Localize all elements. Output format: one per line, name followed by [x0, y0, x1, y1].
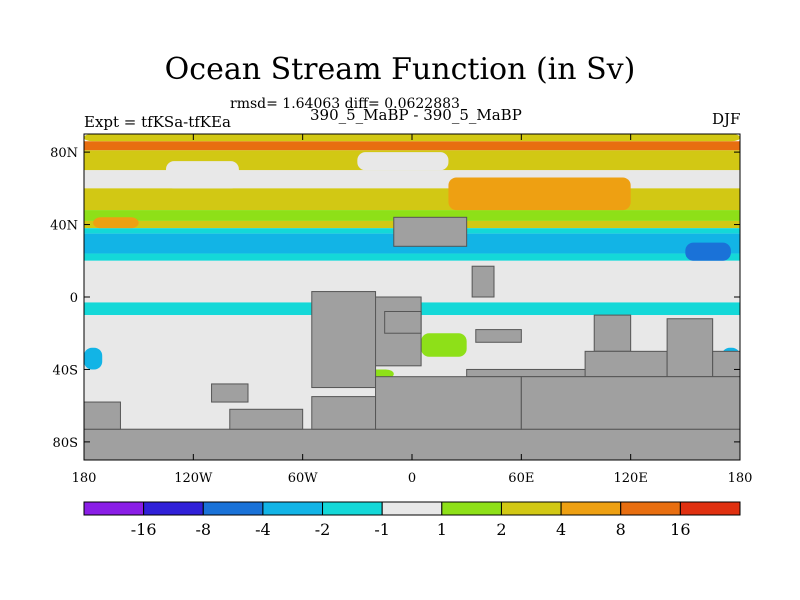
x-tick-label: 60W: [288, 471, 319, 486]
contour-band: [84, 141, 740, 151]
colorbar-swatch: [322, 501, 383, 516]
land-mask: [393, 216, 468, 247]
x-tick-label: 120E: [614, 471, 648, 486]
contour-patch: [93, 217, 139, 229]
colorbar-label: 8: [616, 520, 626, 539]
colorbar-swatch: [620, 501, 681, 516]
chart-title: Ocean Stream Function (in Sv): [164, 52, 636, 87]
contour-band: [84, 210, 740, 221]
colorbar-swatch: [560, 501, 622, 516]
chart-subtitle: 390_5_MaBP - 390_5_MaBP: [310, 106, 522, 124]
land-mask: [375, 376, 522, 430]
land-mask: [593, 314, 632, 352]
colorbar-label: -8: [195, 520, 211, 539]
colorbar-swatch: [202, 501, 264, 516]
colorbar-label: 1: [437, 520, 447, 539]
x-tick-label: 120W: [174, 471, 213, 486]
contour-band: [84, 253, 740, 261]
colorbar-label: 16: [670, 520, 690, 539]
x-tick-label: 60E: [508, 471, 534, 486]
colorbar-swatch: [500, 501, 562, 516]
x-tick-label: 180: [728, 471, 753, 486]
land-mask: [584, 350, 668, 378]
contour-band: [84, 188, 740, 211]
contour-patch: [357, 152, 449, 171]
contour-patch: [685, 242, 731, 261]
land-mask: [712, 350, 740, 378]
y-tick-label: 40N: [50, 219, 78, 234]
land-mask: [471, 265, 495, 298]
colorbar-label: -2: [315, 520, 331, 539]
land-mask: [466, 368, 604, 378]
plot-area: [84, 134, 740, 460]
colorbar-label: 2: [496, 520, 506, 539]
land-mask: [520, 376, 740, 430]
x-tick-label: 180: [72, 471, 97, 486]
season-label: DJF: [712, 110, 741, 128]
x-tick-label: 0: [408, 471, 416, 486]
contour-patch: [166, 161, 239, 189]
land-mask: [211, 383, 249, 403]
land-mask: [384, 310, 422, 334]
land-mask: [475, 329, 522, 343]
colorbar-swatch: [679, 501, 741, 516]
colorbar-swatch: [83, 501, 145, 516]
land-mask: [666, 318, 714, 378]
experiment-label: Expt = tfKSa-tfKEa: [84, 113, 231, 131]
colorbar-label: -16: [131, 520, 157, 539]
y-tick-label: 80S: [53, 436, 78, 451]
contour-patch: [421, 333, 467, 357]
land-mask: [229, 408, 304, 430]
y-tick-label: 40S: [53, 363, 78, 378]
colorbar-label: 4: [556, 520, 566, 539]
contour-band: [84, 260, 740, 303]
stats-label: rmsd= 1.64063 diff= 0.0622883: [230, 96, 460, 112]
y-tick-label: 80N: [50, 146, 78, 161]
contour-patch: [84, 347, 103, 370]
contour-patch: [448, 177, 631, 211]
y-tick-label: 0: [70, 291, 78, 306]
colorbar-label: -4: [255, 520, 271, 539]
colorbar-swatch: [381, 501, 443, 516]
land-mask: [311, 291, 377, 389]
colorbar-swatch: [143, 501, 204, 516]
land-mask: [311, 396, 377, 430]
colorbar-swatch: [262, 501, 324, 516]
colorbar-swatch: [441, 501, 502, 516]
colorbar-label: -1: [374, 520, 390, 539]
land-mask: [84, 401, 121, 430]
